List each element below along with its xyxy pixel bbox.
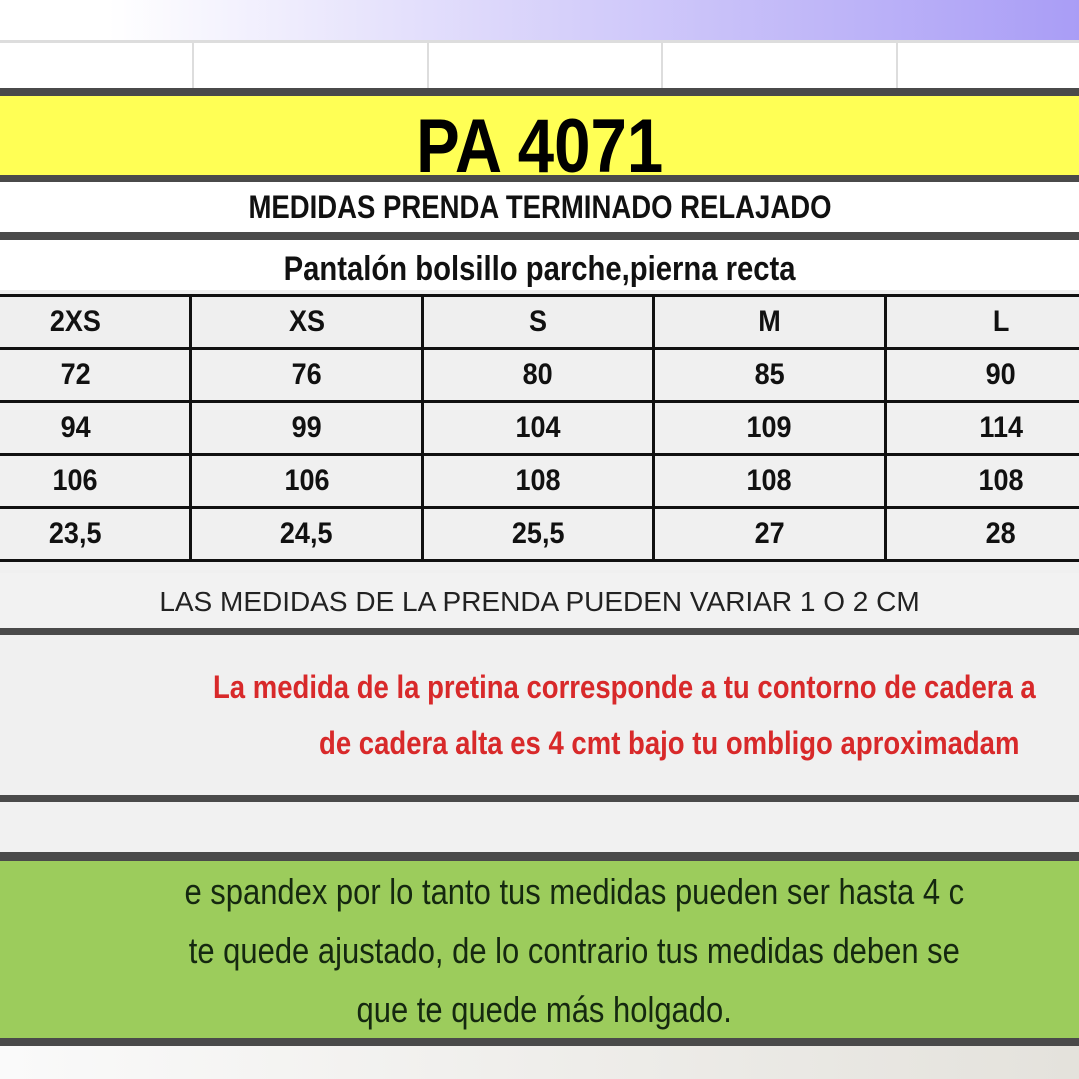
table-cell: 90 — [883, 347, 1079, 403]
header-cell: 2XS — [0, 294, 193, 350]
description-cell: Pantalón bolsillo parche,pierna recta — [0, 240, 1079, 290]
header-cell: L — [883, 294, 1079, 350]
waist-note-cell: La medida de la pretina corresponde a tu… — [0, 635, 1079, 795]
subtitle: MEDIDAS PRENDA TERMINADO RELAJADO — [247, 188, 832, 225]
table-cell: 76 — [189, 347, 424, 403]
header-cell: M — [652, 294, 887, 350]
subtitle-cell: MEDIDAS PRENDA TERMINADO RELAJADO — [0, 182, 1079, 232]
table-cell: 28 — [883, 506, 1079, 562]
table-cell: 106 — [0, 453, 193, 509]
table-cell: 114 — [883, 400, 1079, 456]
header-cell: XS — [189, 294, 424, 350]
bottom-background — [0, 1046, 1079, 1079]
spandex-note-line: e spandex por lo tanto tus medidas puede… — [184, 871, 965, 912]
grid-line — [192, 40, 194, 88]
table-cell: 108 — [652, 453, 887, 509]
table-cell: 80 — [420, 347, 656, 403]
table-cell: 106 — [189, 453, 424, 509]
border — [0, 175, 1079, 182]
table-cell: 85 — [652, 347, 887, 403]
page-title: PA 4071 — [415, 104, 664, 175]
table-cell: 108 — [883, 453, 1079, 509]
grid-line — [427, 40, 429, 88]
grid-line — [896, 40, 898, 88]
header-cell: S — [420, 294, 656, 350]
table-row: 106 106 108 108 108 — [0, 453, 1079, 509]
table-cell: 104 — [420, 400, 656, 456]
table-header-row: 2XS XS S M L — [0, 294, 1079, 350]
table-cell: 72 — [0, 347, 193, 403]
empty-grid-row — [0, 40, 1079, 91]
table-cell: 99 — [189, 400, 424, 456]
table-cell: 23,5 — [0, 506, 193, 562]
description: Pantalón bolsillo parche,pierna recta — [283, 249, 796, 288]
variation-note-cell: LAS MEDIDAS DE LA PRENDA PUEDEN VARIAR 1… — [0, 573, 1079, 630]
table-cell: 24,5 — [189, 506, 424, 562]
border — [0, 628, 1079, 635]
border — [0, 88, 1079, 96]
spandex-note-line: que te quede más holgado. — [356, 989, 733, 1030]
border — [0, 795, 1079, 802]
table-cell: 108 — [420, 453, 656, 509]
table-row: 72 76 80 85 90 — [0, 347, 1079, 403]
border — [0, 852, 1079, 861]
title-cell: PA 4071 — [0, 96, 1079, 175]
size-table: 2XS XS S M L 72 76 80 85 90 94 99 104 10… — [0, 294, 1079, 562]
grid-line — [661, 40, 663, 88]
table-cell: 94 — [0, 400, 193, 456]
waist-note-line: La medida de la pretina corresponde a tu… — [213, 669, 1036, 705]
empty-row — [0, 802, 1079, 852]
spandex-note-line: te quede ajustado, de lo contrario tus m… — [188, 930, 961, 971]
table-cell: 27 — [652, 506, 887, 562]
table-cell: 25,5 — [420, 506, 656, 562]
table-row: 23,5 24,5 25,5 27 28 — [0, 506, 1079, 562]
border — [0, 1038, 1079, 1046]
border — [0, 232, 1079, 240]
variation-note: LAS MEDIDAS DE LA PRENDA PUEDEN VARIAR 1… — [159, 585, 920, 617]
top-background — [0, 0, 1079, 40]
spandex-note-cell: e spandex por lo tanto tus medidas puede… — [0, 861, 1079, 1040]
table-cell: 109 — [652, 400, 887, 456]
table-row: 94 99 104 109 114 — [0, 400, 1079, 456]
waist-note-line: de cadera alta es 4 cmt bajo tu ombligo … — [319, 725, 1020, 761]
